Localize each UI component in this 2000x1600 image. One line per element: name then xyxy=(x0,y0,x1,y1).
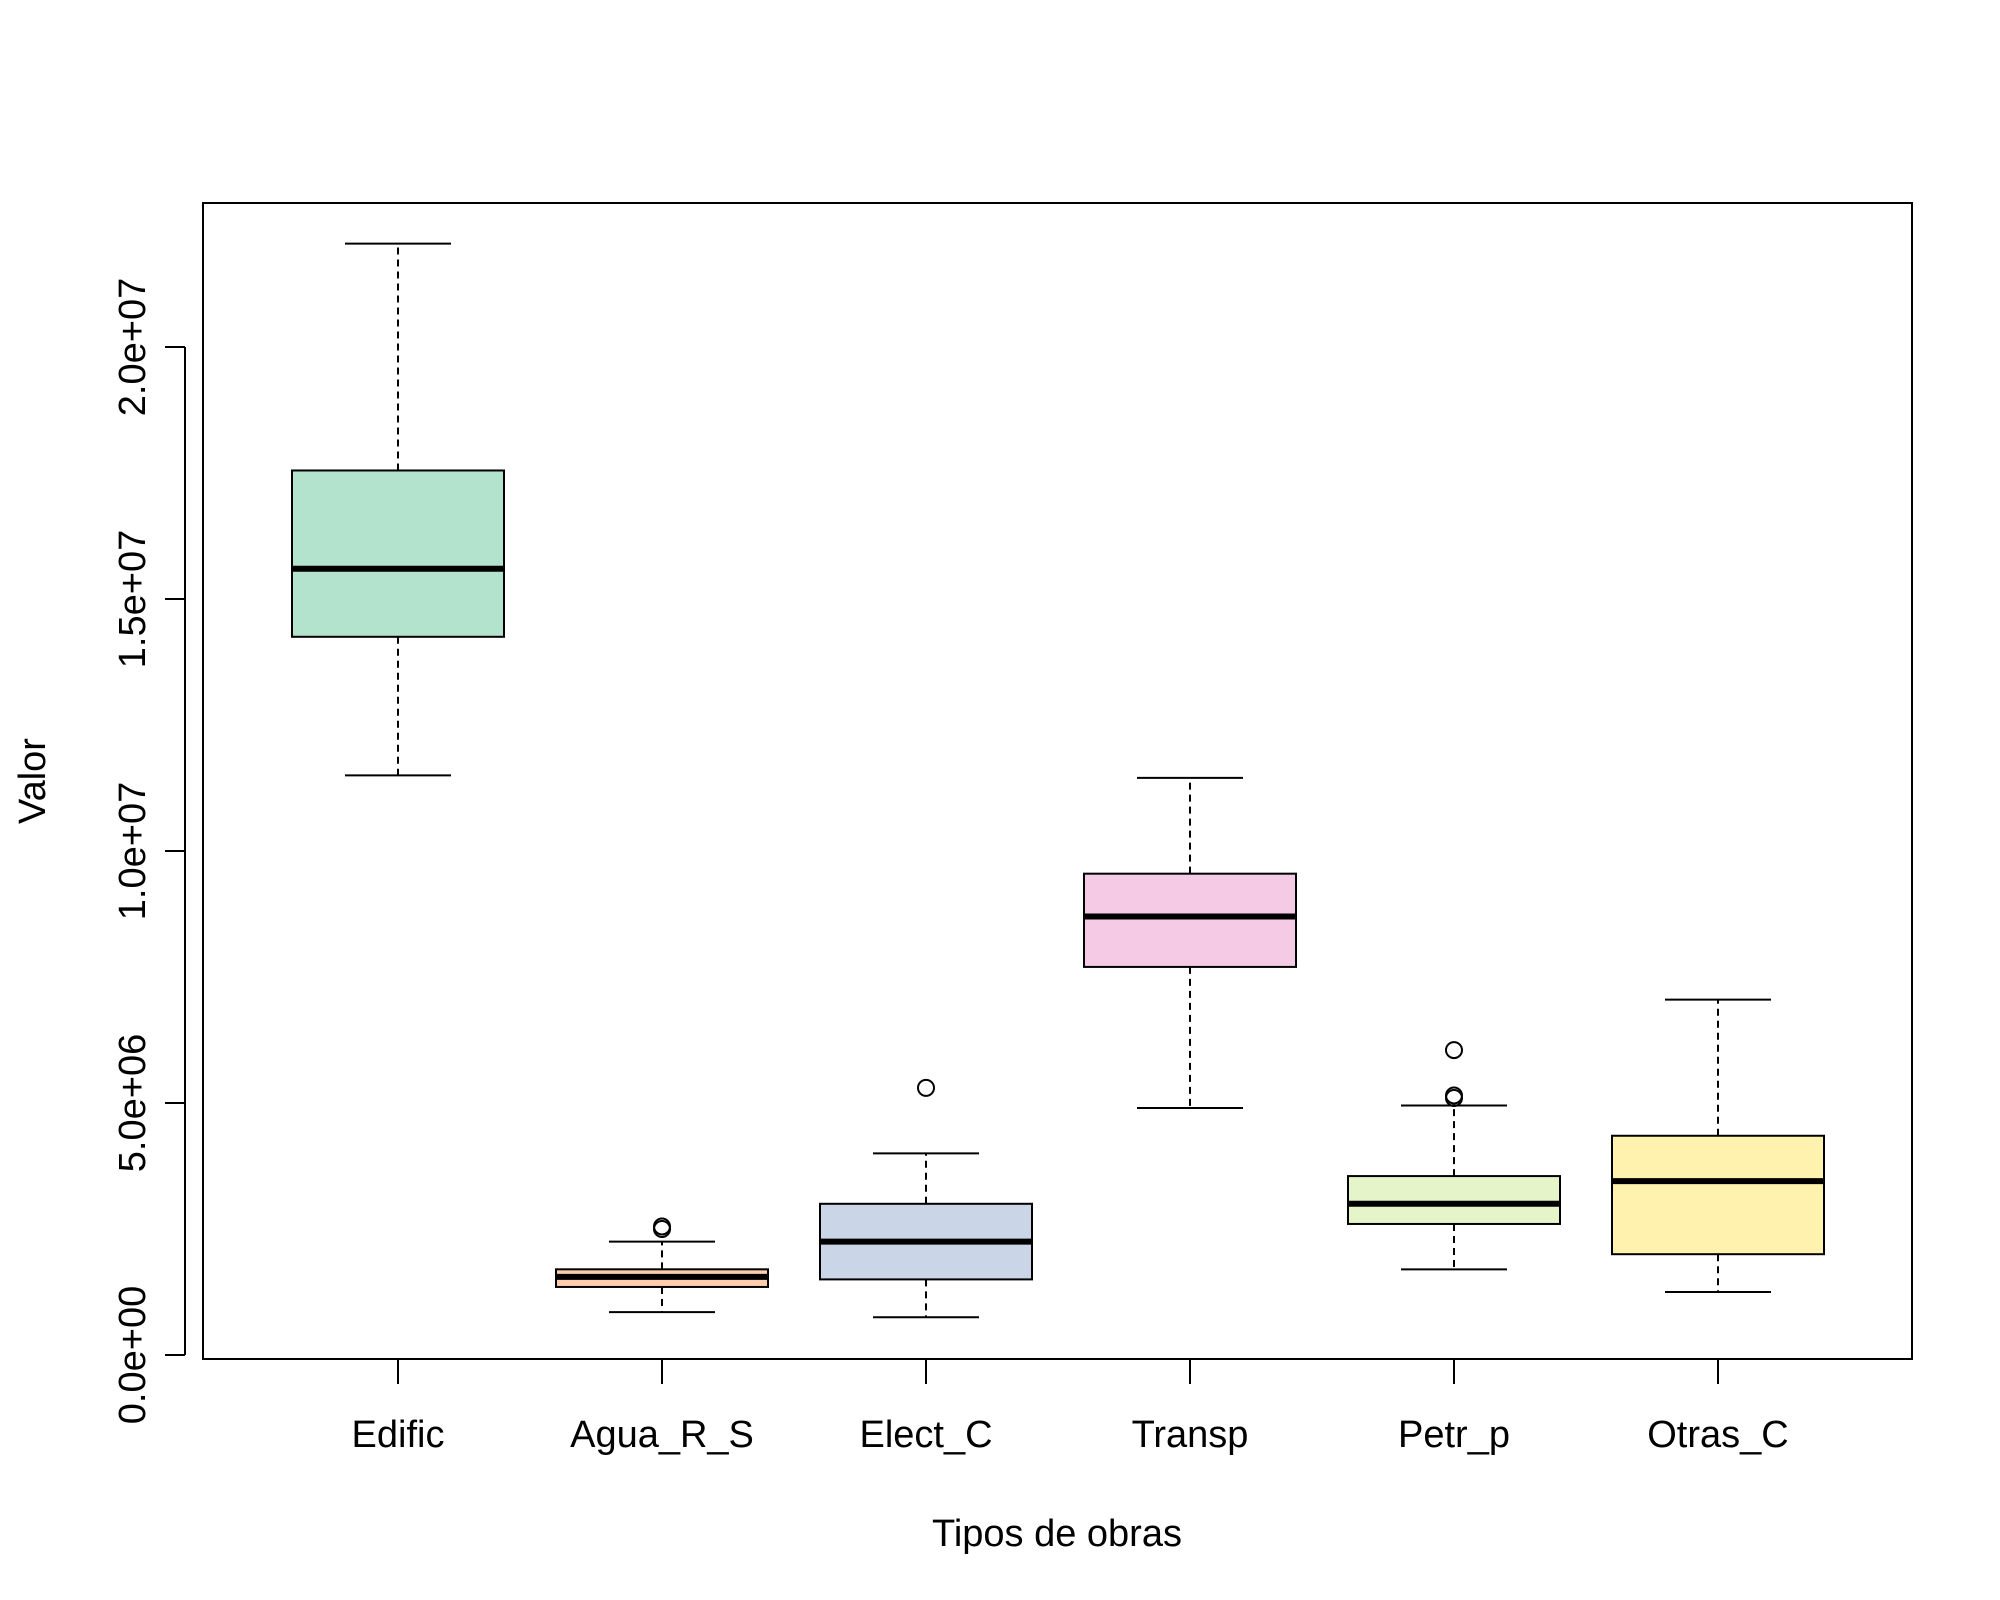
y-tick-label: 1.5e+07 xyxy=(112,530,154,668)
box-transp xyxy=(1083,776,1297,1110)
y-tick-label: 2.0e+07 xyxy=(112,278,154,416)
box-petr-p xyxy=(1347,1041,1561,1271)
outlier-point xyxy=(1445,1041,1463,1060)
x-axis-title: Tipos de obras xyxy=(932,1513,1182,1555)
box-iqr xyxy=(291,469,505,638)
x-tick-label: Agua_R_S xyxy=(570,1414,754,1456)
y-axis-title: Valor xyxy=(12,738,54,824)
outlier-point xyxy=(1445,1086,1463,1105)
box-elect-c xyxy=(819,1078,1033,1319)
box-agua-r-s xyxy=(555,1217,769,1314)
box-edific xyxy=(291,242,505,777)
y-tick-label: 1.0e+07 xyxy=(112,782,154,920)
outlier-point xyxy=(653,1217,671,1236)
x-tick-label: Petr_p xyxy=(1398,1414,1510,1456)
boxes-layer xyxy=(291,242,1825,1319)
box-iqr xyxy=(1083,872,1297,968)
x-tick-label: Transp xyxy=(1132,1414,1249,1456)
y-tick-label: 0.0e+00 xyxy=(112,1286,154,1424)
y-axis: 0.0e+00 5.0e+06 1.0e+07 1.5e+07 2.0e+07 xyxy=(112,278,186,1424)
x-axis: Edific Agua_R_S Elect_C Transp Petr_p Otras_C xyxy=(352,1358,1789,1456)
box-iqr xyxy=(1611,1134,1825,1256)
box-otras-c xyxy=(1611,998,1825,1293)
y-tick-label: 5.0e+06 xyxy=(112,1034,154,1172)
box-iqr xyxy=(1347,1175,1561,1225)
outlier-point xyxy=(917,1078,935,1097)
x-tick-label: Edific xyxy=(352,1414,445,1456)
x-tick-label: Elect_C xyxy=(859,1414,992,1456)
x-tick-label: Otras_C xyxy=(1647,1414,1788,1456)
